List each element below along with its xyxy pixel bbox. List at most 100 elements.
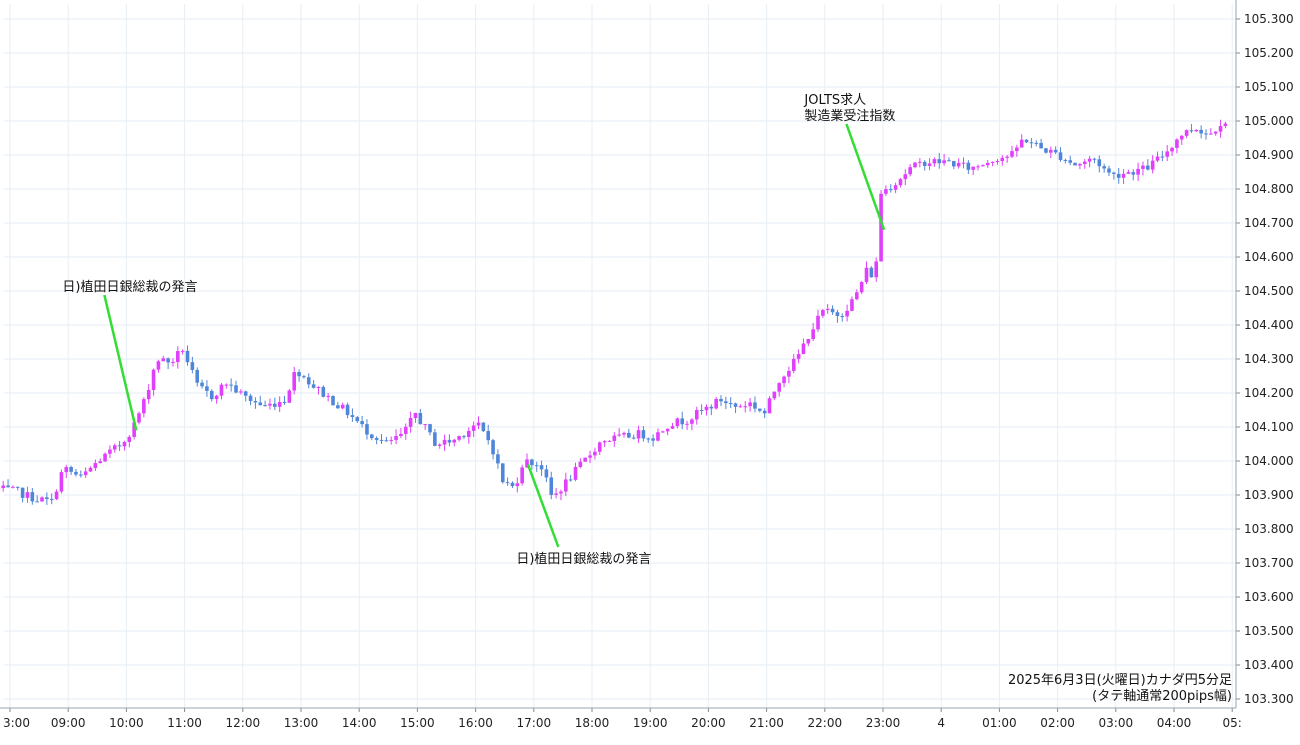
candle [112,443,117,453]
candle [525,453,529,469]
candle [103,452,107,463]
candle [845,304,849,322]
y-tick-label: 105.200 [1244,46,1294,60]
candle [442,434,447,451]
candle [1092,157,1097,164]
y-tick-label: 104.400 [1244,318,1294,332]
x-tick-label: 18:00 [575,716,610,730]
candle [918,158,922,168]
candle [869,266,874,278]
candle [908,164,912,177]
candle [665,428,670,436]
candle [1213,131,1218,136]
candle [297,369,301,382]
candle [1034,140,1039,147]
candle [253,397,258,409]
candle [646,437,651,443]
candle [471,421,476,438]
candle [185,345,190,366]
x-tick-label: 4 [937,716,945,730]
candle [753,396,757,413]
candle [20,487,25,503]
candle [30,487,35,505]
candle [195,367,200,387]
candle [830,305,835,315]
y-tick-label: 105.100 [1244,80,1294,94]
candle [137,411,141,425]
candle [340,402,345,410]
candle [670,423,675,429]
annotation-label: 日)植田日銀総裁の発言 [516,551,651,567]
caption: 2025年6月3日(火曜日)カナダ円5分足(タテ軸通常200pips幅) [1008,673,1232,704]
x-tick-label: 04:00 [1157,716,1192,730]
candle [234,380,238,394]
candle [248,393,253,406]
candle [176,346,180,369]
candle [704,404,709,416]
candle [879,190,883,262]
x-tick-label: 16:00 [458,716,493,730]
y-tick-label: 104.100 [1244,420,1294,434]
candle [1010,145,1014,159]
candle [457,435,461,442]
annotation-label: 日)植田日銀総裁の発言 [62,279,197,295]
candle [593,447,597,460]
candle [350,408,355,422]
candle [345,402,350,419]
candle [1170,146,1174,156]
candle [83,467,88,478]
grid [4,4,1236,708]
candle [156,359,161,373]
candle [1204,129,1208,140]
candle [641,426,646,442]
x-tick-label: 21:00 [749,716,784,730]
x-tick-label: 05: [1223,716,1242,730]
candle [122,440,127,451]
candle [331,395,335,406]
annotation: 日)植田日銀総裁の発言 [516,463,651,567]
annotation-line [526,463,560,548]
candle [995,158,1000,165]
candle [491,438,495,460]
candle [966,160,971,174]
candle [893,182,898,194]
candle [98,458,103,464]
x-tick-label: 14:00 [342,716,377,730]
candle [913,161,917,169]
candle [408,411,413,433]
candle [505,477,510,486]
candle [486,424,491,445]
candle [190,356,195,374]
candle [530,458,534,470]
candle [321,385,326,398]
candle [1039,138,1043,149]
candle [496,449,500,469]
y-tick-label: 104.300 [1244,352,1294,366]
candle [1082,158,1087,169]
candle [927,158,932,171]
x-tick-label: 15:00 [400,716,435,730]
candle [685,420,689,430]
candle [360,415,364,428]
candle [617,428,621,437]
candle [777,382,782,397]
candle [209,389,214,402]
candle [166,357,170,370]
y-tick-label: 104.700 [1244,216,1294,230]
candle [1179,135,1184,145]
y-tick-label: 104.600 [1244,250,1294,264]
candle [743,401,748,413]
candle [864,261,869,285]
candle [151,368,156,396]
candle [214,394,219,404]
candle [510,481,515,489]
y-tick-label: 103.800 [1244,522,1294,536]
candle [724,396,728,410]
y-tick-label: 104.500 [1244,284,1294,298]
candle [1189,124,1194,133]
candle [539,460,544,477]
candle [117,440,122,451]
x-tick-label: 17:00 [517,716,552,730]
candle [578,458,583,469]
